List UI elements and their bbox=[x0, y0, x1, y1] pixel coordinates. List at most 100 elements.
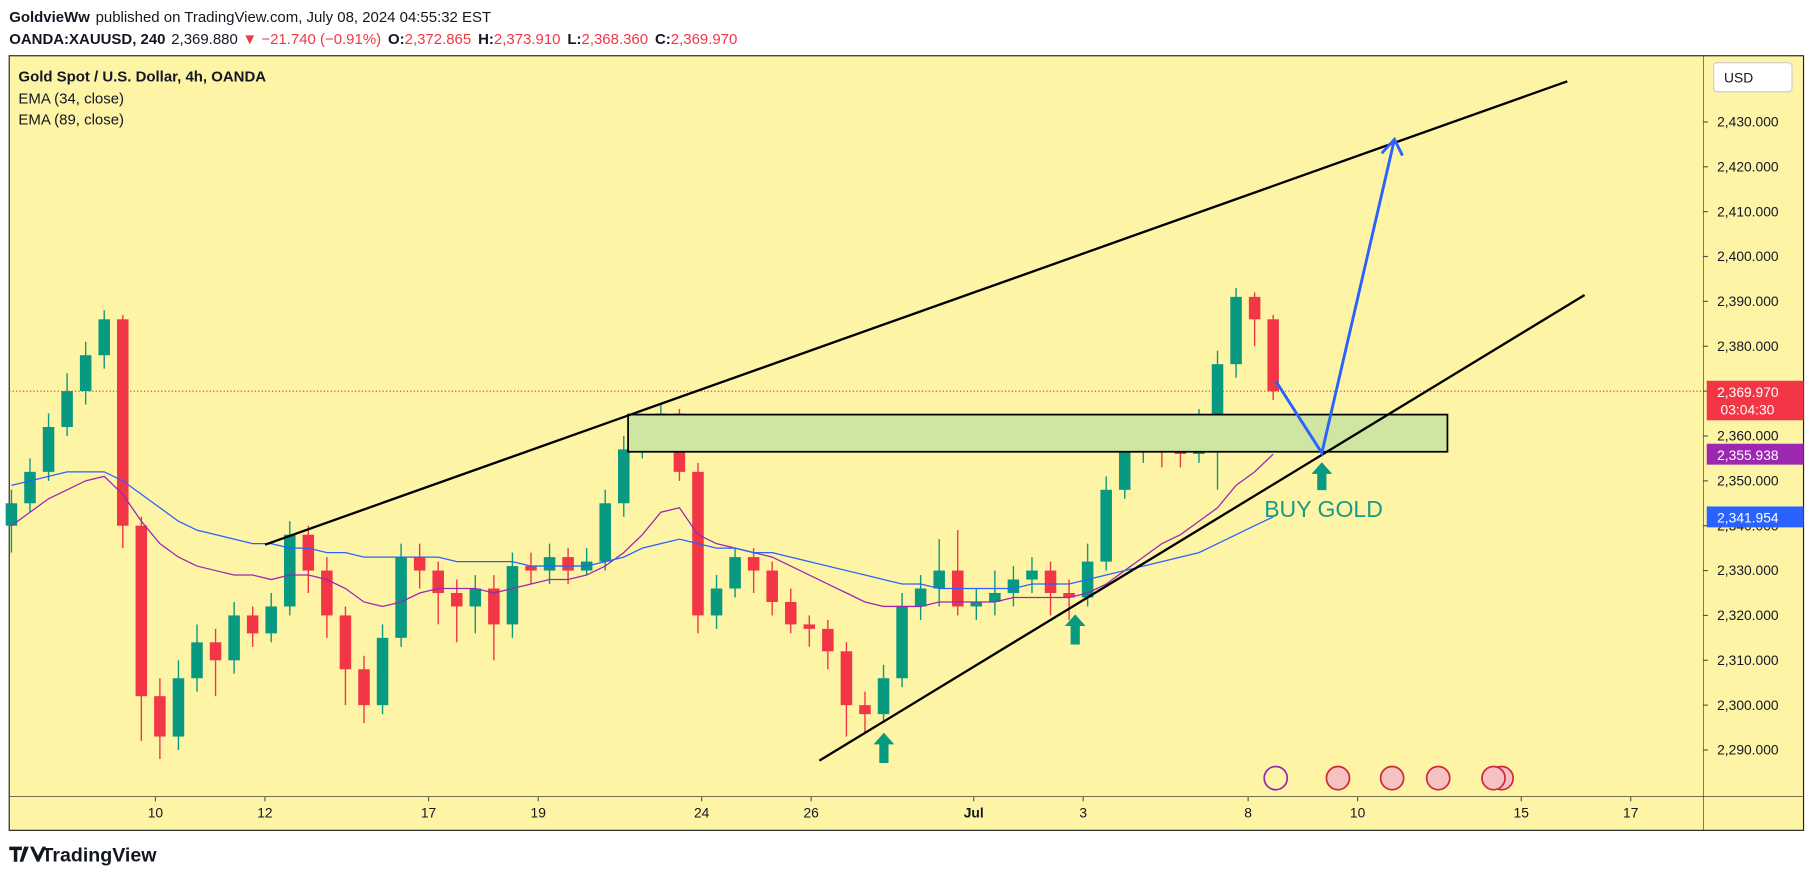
candle-body bbox=[172, 678, 185, 737]
event-icon bbox=[1325, 765, 1351, 791]
ohlc-value: 2,369.970 bbox=[671, 31, 738, 48]
price-label: 2,369.970 bbox=[1717, 384, 1779, 400]
x-tick-label: 3 bbox=[1079, 805, 1087, 821]
y-tick-label: 2,350.000 bbox=[1717, 472, 1779, 488]
ohlc-key: O: bbox=[388, 31, 405, 48]
candle-body bbox=[710, 588, 723, 616]
x-tick-label: 26 bbox=[803, 805, 819, 821]
candle-body bbox=[747, 557, 760, 571]
trend-line bbox=[264, 80, 1568, 546]
legend-entry: EMA (89, close) bbox=[18, 111, 124, 128]
price-label-box bbox=[1706, 443, 1804, 465]
price: 2,369.880 bbox=[171, 31, 238, 48]
candle-body bbox=[914, 588, 927, 607]
ohlc-value: 2,368.360 bbox=[582, 31, 649, 48]
arrow-head bbox=[1380, 136, 1404, 157]
candle-body bbox=[1044, 570, 1057, 593]
candle-body bbox=[784, 601, 797, 625]
price-label-box bbox=[1706, 380, 1804, 421]
plot bbox=[5, 287, 1704, 759]
ohlc-value: 2,373.910 bbox=[494, 31, 561, 48]
candle-body bbox=[1063, 592, 1075, 598]
candle-body bbox=[729, 557, 741, 589]
chart-title: Gold Spot / U.S. Dollar, 4h, OANDA bbox=[18, 68, 266, 85]
ohlc-value: 2,372.865 bbox=[405, 31, 472, 48]
event-icon bbox=[1481, 765, 1506, 791]
candle-body bbox=[376, 637, 389, 706]
x-tick-label: 17 bbox=[1623, 805, 1639, 821]
candle-body bbox=[617, 449, 630, 504]
x-tick-label: Jul bbox=[964, 805, 984, 821]
y-tick-label: 2,420.000 bbox=[1717, 158, 1779, 174]
y-tick-label: 2,430.000 bbox=[1717, 114, 1779, 130]
candle-body bbox=[562, 557, 574, 571]
candle-body bbox=[599, 503, 611, 562]
price-label: 2,341.954 bbox=[1717, 510, 1779, 526]
annotation: BUY GOLD bbox=[1264, 496, 1383, 522]
candle-body bbox=[209, 642, 222, 661]
x-tick-label: 10 bbox=[1350, 805, 1366, 821]
candle-body bbox=[989, 592, 1001, 602]
candle-body bbox=[24, 471, 36, 504]
candle-body bbox=[970, 601, 983, 607]
candle-body bbox=[79, 355, 92, 392]
y-tick-label: 2,360.000 bbox=[1717, 428, 1779, 444]
x-tick-label: 10 bbox=[148, 805, 164, 821]
header-line2: OANDA:XAUUSD, 240 2,369.880 ▼ −21.740 (−0.… bbox=[9, 31, 737, 48]
candle-body bbox=[1007, 579, 1020, 593]
candle-body bbox=[432, 570, 444, 593]
y-tick-label: 2,330.000 bbox=[1717, 562, 1779, 578]
price-label: 2,355.938 bbox=[1717, 447, 1779, 463]
candle-body bbox=[339, 615, 352, 670]
candle-body bbox=[42, 426, 55, 472]
candle-body bbox=[413, 557, 426, 571]
candle-body bbox=[358, 669, 370, 706]
candle-body bbox=[395, 557, 407, 638]
price-label-box bbox=[1706, 506, 1804, 528]
candle-body bbox=[5, 503, 18, 526]
logo bbox=[9, 846, 47, 862]
candle-body bbox=[1118, 449, 1131, 490]
currency-box[interactable] bbox=[1713, 62, 1793, 93]
candle-body bbox=[135, 525, 148, 697]
candle-body bbox=[488, 588, 500, 625]
brand: TradingView bbox=[41, 845, 157, 867]
candle-body bbox=[1267, 319, 1279, 392]
candle-body bbox=[525, 566, 537, 571]
ohlc-key: H: bbox=[478, 31, 494, 48]
up-arrow bbox=[1311, 462, 1333, 491]
projection-arrow bbox=[1274, 139, 1396, 457]
ema-line bbox=[11, 453, 1274, 608]
candle-body bbox=[154, 696, 166, 737]
candle-body bbox=[246, 615, 259, 634]
x-tick-label: 15 bbox=[1514, 805, 1530, 821]
ohlc-key: L: bbox=[567, 31, 581, 48]
ema-line bbox=[11, 471, 1274, 590]
candle-body bbox=[1230, 296, 1242, 365]
candle-body bbox=[302, 534, 315, 571]
candle-body bbox=[840, 651, 853, 706]
legend-entry: EMA (34, close) bbox=[18, 90, 124, 107]
candle-body bbox=[1248, 296, 1261, 320]
y-tick-label: 2,390.000 bbox=[1717, 293, 1779, 309]
candle-body bbox=[451, 592, 463, 607]
y-tick-label: 2,320.000 bbox=[1717, 607, 1779, 623]
y-tick-label: 2,410.000 bbox=[1717, 203, 1779, 219]
currency: USD bbox=[1724, 69, 1753, 85]
candle-body bbox=[859, 705, 871, 715]
candle-body bbox=[822, 628, 834, 652]
event-icon bbox=[1379, 765, 1405, 791]
candle-body bbox=[469, 588, 482, 607]
candle-body bbox=[803, 624, 816, 629]
candle-body bbox=[98, 319, 110, 356]
y-tick-label: 2,300.000 bbox=[1717, 697, 1779, 713]
trend-line bbox=[818, 293, 1586, 762]
candle-body bbox=[61, 391, 73, 427]
published: published on TradingView.com, July 08, 2… bbox=[96, 9, 492, 26]
candle-body bbox=[117, 319, 129, 526]
candle-body bbox=[896, 606, 908, 679]
event-icon bbox=[1263, 765, 1289, 791]
candle-body bbox=[1211, 364, 1224, 423]
